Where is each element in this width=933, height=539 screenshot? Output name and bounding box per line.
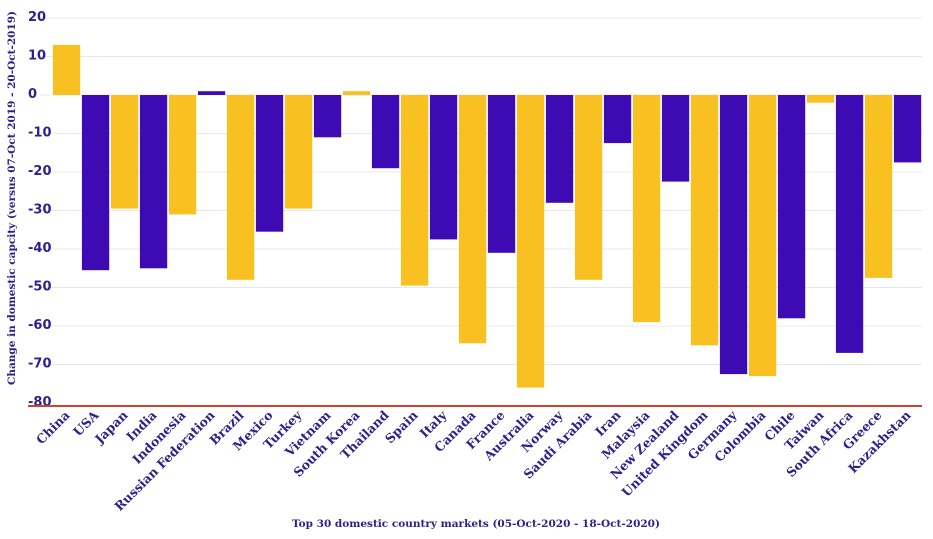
bar-japan [110, 95, 139, 209]
y-tick-label: -80 [28, 395, 52, 410]
bar-brazil [226, 95, 255, 280]
bar-spain [400, 95, 429, 286]
bar-greece [864, 95, 893, 278]
bar-australia [516, 95, 545, 388]
bar-france [487, 95, 516, 253]
bar-new-zealand [661, 95, 690, 182]
bar-thailand [371, 95, 400, 169]
y-tick-label: -50 [28, 280, 52, 295]
bar-norway [545, 95, 574, 203]
bar-south-africa [835, 95, 864, 353]
bar-usa [81, 95, 110, 271]
bar-saudi-arabia [574, 95, 603, 280]
bar-canada [458, 95, 487, 344]
x-tick-label: China [33, 408, 73, 448]
bar-united-kingdom [690, 95, 719, 346]
y-tick-label: -70 [28, 357, 52, 372]
y-tick-label: -30 [28, 203, 52, 218]
bar-vietnam [313, 95, 342, 138]
bar-indonesia [168, 95, 197, 215]
bar-russian-federation [197, 91, 226, 95]
bar-india [139, 95, 168, 269]
bar-mexico [255, 95, 284, 232]
x-axis-title: Top 30 domestic country markets (05-Oct-… [292, 518, 660, 530]
bar-south-korea [342, 91, 371, 95]
y-tick-label: -20 [28, 164, 52, 179]
y-tick-label: 20 [28, 10, 46, 25]
bars [52, 44, 922, 388]
y-tick-label: 0 [28, 87, 37, 102]
bar-chile [777, 95, 806, 319]
bar-italy [429, 95, 458, 240]
x-tick-label: Spain [382, 408, 421, 447]
bar-turkey [284, 95, 313, 209]
y-axis-ticks: 20 10 0 -10 -20 -30 -40 -50 -60 -70 -80 [28, 10, 52, 410]
bar-kazakhstan [893, 95, 922, 163]
y-tick-label: 10 [28, 49, 46, 64]
y-axis-title: Change in domestic capcity (versus 07-Oc… [6, 11, 18, 385]
y-tick-label: -40 [28, 241, 52, 256]
x-tick-label: Japan [91, 408, 131, 448]
bar-colombia [748, 95, 777, 377]
y-tick-label: -10 [28, 126, 52, 141]
y-tick-label: -60 [28, 318, 52, 333]
bar-taiwan [806, 95, 835, 103]
bar-iran [603, 95, 632, 144]
bar-germany [719, 95, 748, 375]
bar-china [52, 44, 81, 95]
bar-malaysia [632, 95, 661, 323]
